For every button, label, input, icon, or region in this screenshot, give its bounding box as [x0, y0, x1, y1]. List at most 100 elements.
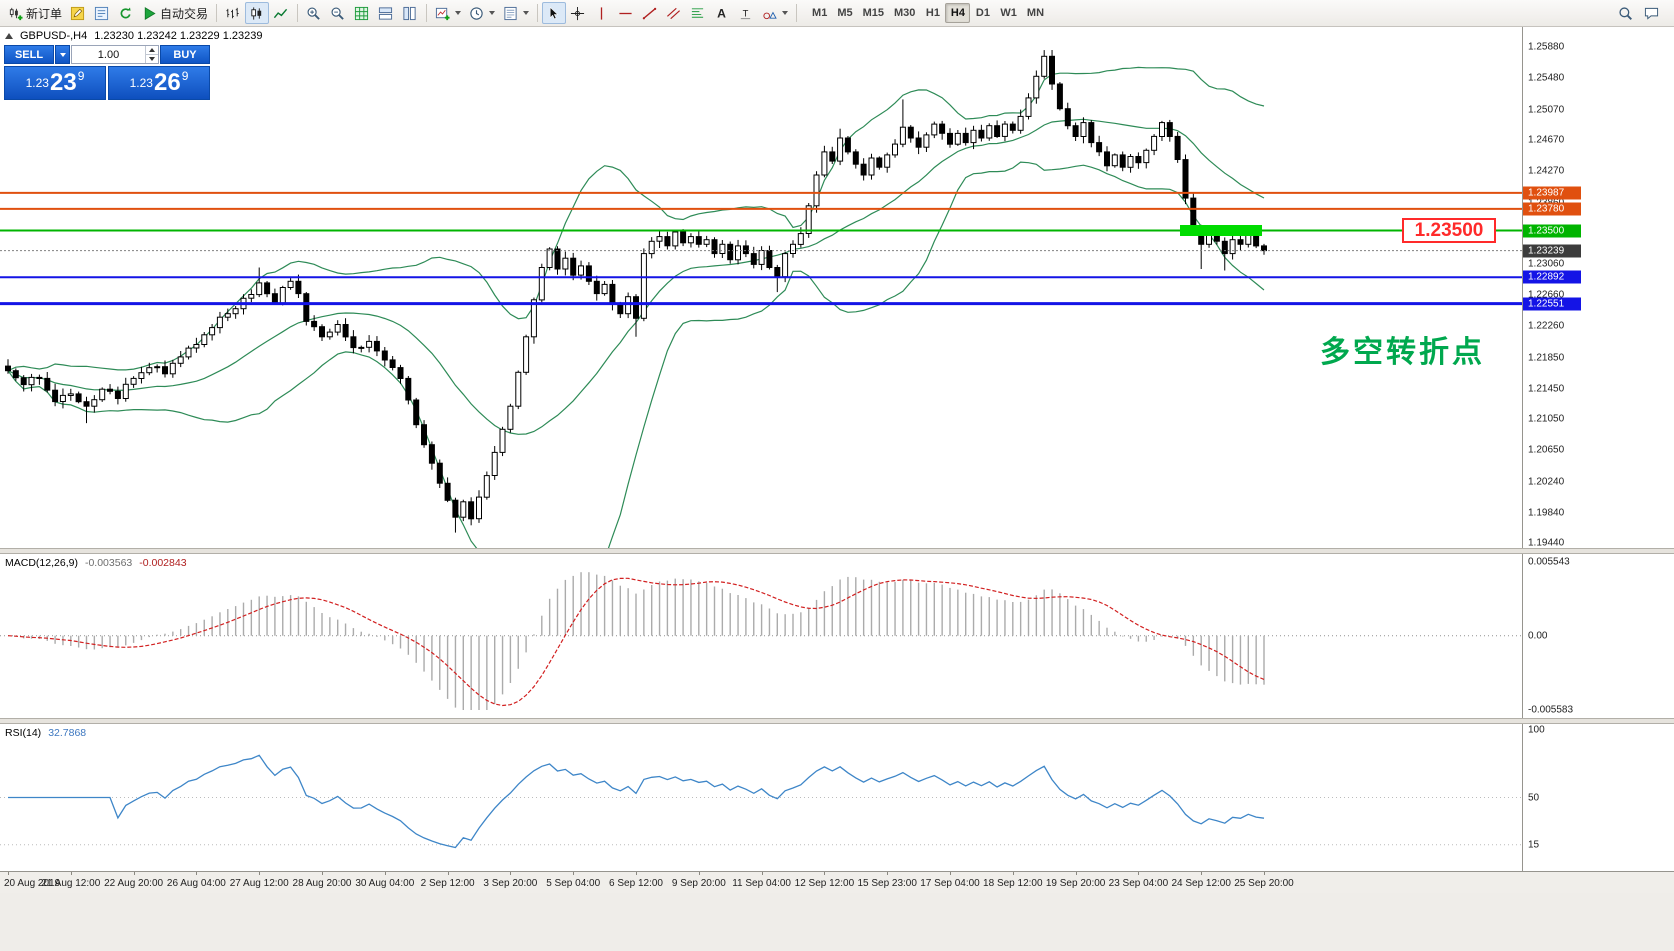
vline-icon	[594, 6, 609, 21]
new-chart-button[interactable]	[431, 2, 465, 24]
refresh-button[interactable]	[114, 2, 138, 24]
toolbar-separator	[297, 4, 299, 22]
time-axis-tick	[887, 872, 889, 875]
chart-text-annotation: 多空转折点	[1320, 336, 1485, 369]
time-axis[interactable]: 20 Aug 2019 21 Aug 12:00 22 Aug 20:00 26 Au…	[0, 871, 1674, 893]
fibonacci-button[interactable]	[686, 2, 710, 24]
panel-splitter[interactable]	[0, 718, 1674, 724]
time-axis-tick	[133, 872, 135, 875]
sell-button[interactable]: SELL	[4, 45, 54, 64]
timeframe-mn-button[interactable]: MN	[1022, 3, 1049, 23]
play-icon	[142, 6, 157, 21]
timeframe-m1-button[interactable]: M1	[807, 3, 832, 23]
time-axis-tick	[447, 872, 449, 875]
order-type-dropdown[interactable]	[55, 45, 70, 64]
candlestick-chart-button[interactable]	[245, 2, 270, 24]
dropdown-arrow-icon	[455, 11, 462, 15]
metaeditor-button[interactable]	[66, 2, 90, 24]
vertical-line-button[interactable]	[590, 2, 614, 24]
refresh-icon	[118, 6, 133, 21]
crosshair-button[interactable]	[566, 2, 590, 24]
price-level-badge: 1.23987	[1523, 186, 1581, 200]
time-axis-label: 27 Aug 12:00	[229, 878, 289, 889]
market-watch-button[interactable]	[90, 2, 114, 24]
price-scale-label: 1.23060	[1528, 258, 1565, 270]
timeframe-w1-button[interactable]: W1	[995, 3, 1022, 23]
rsi-chart-canvas[interactable]	[0, 724, 1522, 871]
rsi-pane[interactable]: RSI(14) 32.7868	[0, 724, 1522, 871]
sell-price-box[interactable]: 1.23 23 9	[4, 66, 106, 100]
rsi-scale[interactable]: 100 50 15	[1522, 724, 1674, 871]
buy-price-box[interactable]: 1.23 26 9	[108, 66, 210, 100]
time-axis-label: 30 Aug 04:00	[355, 878, 415, 889]
tline-icon	[642, 6, 657, 21]
timeframe-d1-button[interactable]: D1	[970, 3, 995, 23]
timeframe-toolbar: M1 M5 M15 M30 H1 H4 D1 W1 MN	[807, 0, 1049, 26]
price-pane[interactable]: GBPUSD-,H4 1.23230 1.23242 1.23229 1.232…	[0, 27, 1522, 548]
step-up-icon[interactable]	[146, 46, 158, 55]
one-click-toggle-icon[interactable]	[5, 33, 13, 39]
step-down-icon[interactable]	[146, 55, 158, 63]
arrows-button[interactable]	[758, 2, 792, 24]
new-order-button[interactable]: 新订单	[4, 2, 66, 24]
chat-button[interactable]	[1640, 2, 1664, 24]
timeframe-h1-button[interactable]: H1	[920, 3, 945, 23]
periods-button[interactable]	[465, 2, 499, 24]
macd-scale-label: -0.005583	[1528, 704, 1574, 716]
zoom-in-icon	[306, 6, 321, 21]
line-icon	[273, 6, 288, 21]
price-level-badge: 1.22892	[1523, 270, 1581, 284]
time-axis-label: 25 Sep 20:00	[1234, 878, 1294, 889]
time-axis-label: 26 Aug 04:00	[166, 878, 226, 889]
shapes-icon	[762, 6, 777, 21]
bid-price-badge: 1.23239	[1523, 244, 1581, 258]
line-chart-button[interactable]	[269, 2, 293, 24]
timeframe-m5-button[interactable]: M5	[832, 3, 857, 23]
chat-icon	[1644, 6, 1659, 21]
price-scale-label: 1.24670	[1528, 134, 1565, 146]
ask-big-digits: 26	[153, 69, 181, 96]
zoom-out-icon	[330, 6, 345, 21]
macd-value-1: -0.003563	[84, 557, 133, 569]
bar-chart-button[interactable]	[221, 2, 245, 24]
cursor-button[interactable]	[542, 2, 567, 24]
time-axis-label: 6 Sep 12:00	[609, 878, 663, 889]
text-label-button[interactable]: T	[734, 2, 758, 24]
tile-vertical-button[interactable]	[398, 2, 422, 24]
channel-button[interactable]	[662, 2, 686, 24]
zoom-out-button[interactable]	[326, 2, 350, 24]
autotrading-button[interactable]: 自动交易	[138, 2, 212, 24]
macd-chart-canvas[interactable]	[0, 554, 1522, 718]
tile-horizontal-button[interactable]	[374, 2, 398, 24]
price-scale-label: 1.20650	[1528, 444, 1565, 456]
timeframe-h4-button[interactable]: H4	[945, 3, 971, 23]
macd-scale[interactable]: 0.005543 0.00 -0.005583	[1522, 554, 1674, 718]
price-scale[interactable]: 1.258801.254801.250701.246701.242701.238…	[1522, 27, 1674, 548]
grid-button[interactable]	[350, 2, 374, 24]
rsi-name: RSI(14)	[5, 727, 42, 739]
search-button[interactable]	[1614, 2, 1638, 24]
rsi-value: 32.7868	[48, 727, 87, 739]
time-axis-label: 9 Sep 20:00	[671, 878, 726, 889]
panel-splitter[interactable]	[0, 548, 1674, 554]
lot-stepper[interactable]	[145, 46, 158, 63]
timeframe-m30-button[interactable]: M30	[889, 3, 920, 23]
lot-size-input[interactable]: 1.00	[71, 45, 159, 64]
trendline-button[interactable]	[638, 2, 662, 24]
hline-icon	[618, 6, 633, 21]
text-a-icon: A	[714, 6, 729, 21]
clock-icon	[469, 6, 484, 21]
templates-button[interactable]	[499, 2, 533, 24]
fibo-icon	[690, 6, 705, 21]
macd-pane[interactable]: MACD(12,26,9) -0.003563 -0.002843	[0, 554, 1522, 718]
zoom-in-button[interactable]	[302, 2, 326, 24]
crosshair-icon	[570, 6, 585, 21]
timeframe-m15-button[interactable]: M15	[858, 3, 889, 23]
horizontal-line-button[interactable]	[614, 2, 638, 24]
time-axis-tick	[510, 872, 512, 875]
text-button[interactable]: A	[710, 2, 734, 24]
buy-button[interactable]: BUY	[160, 45, 210, 64]
time-axis-tick	[1201, 872, 1203, 875]
price-chart-canvas[interactable]	[0, 27, 1522, 548]
price-scale-label: 1.21450	[1528, 383, 1565, 394]
